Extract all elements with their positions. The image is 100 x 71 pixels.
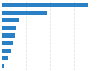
Bar xyxy=(2,49,11,53)
Bar xyxy=(2,64,4,68)
Bar xyxy=(2,56,8,60)
Bar xyxy=(2,33,15,38)
Bar xyxy=(2,3,88,7)
Bar xyxy=(2,11,47,15)
Bar xyxy=(2,18,19,22)
Bar xyxy=(2,26,16,30)
Bar xyxy=(2,41,13,45)
